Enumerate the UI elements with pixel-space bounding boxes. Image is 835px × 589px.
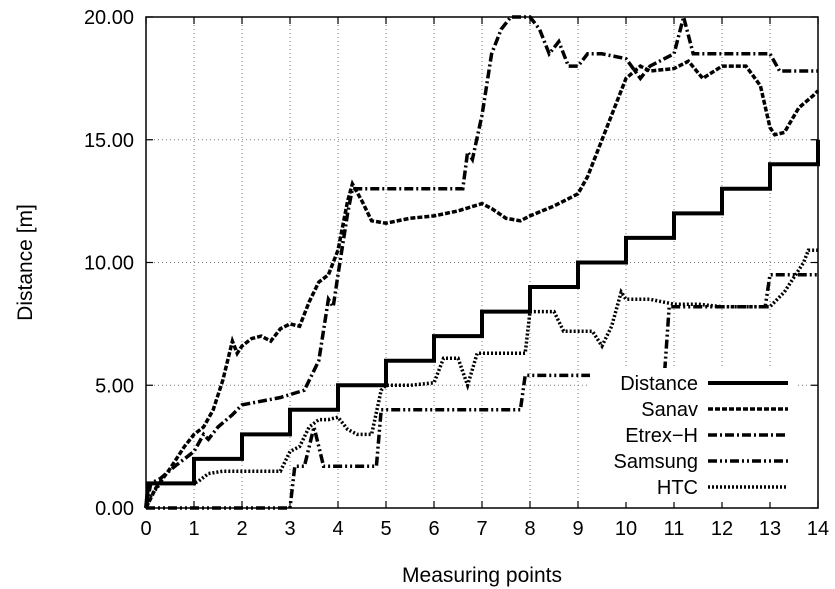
x-tick-label: 14 [807,518,829,540]
legend: Distance Sanav Etrex−H Samsung HTC [614,373,788,499]
x-tick-label: 1 [188,518,199,540]
legend-label: Samsung [614,451,699,473]
y-tick-label: 5.00 [95,375,134,397]
x-tick-label: 9 [572,518,583,540]
legend-label: Sanav [641,399,698,421]
series-line-2 [144,10,818,509]
x-tick-label: 2 [236,518,247,540]
axis-ticks: 0 1 2 3 4 5 6 7 8 9 10 11 12 13 140.005.0010.0015.0020… [84,7,829,540]
x-tick-label: 10 [615,518,637,540]
y-tick-label: 0.00 [95,498,134,520]
x-tick-label: 12 [711,518,733,540]
x-axis-label: Measuring points [402,564,562,587]
series-line-4 [144,248,818,509]
y-tick-label: 10.00 [84,253,134,275]
x-tick-label: 13 [759,518,781,540]
series-line-3 [146,273,818,510]
legend-label: HTC [657,477,698,499]
legend-label: Etrex−H [625,425,698,447]
x-tick-label: 5 [380,518,391,540]
x-tick-label: 0 [140,518,151,540]
series-line-1 [144,59,820,509]
y-tick-label: 20.00 [84,7,134,29]
x-tick-label: 3 [284,518,295,540]
x-tick-label: 6 [428,518,439,540]
x-tick-label: 7 [476,518,487,540]
x-tick-label: 11 [664,518,685,540]
series-lines [144,10,820,510]
x-tick-label: 8 [524,518,535,540]
y-tick-label: 15.00 [84,130,134,152]
legend-label: Distance [620,373,698,395]
x-tick-label: 4 [332,518,343,540]
series-line-0 [144,139,820,509]
y-axis-label: Distance [m] [14,204,37,321]
